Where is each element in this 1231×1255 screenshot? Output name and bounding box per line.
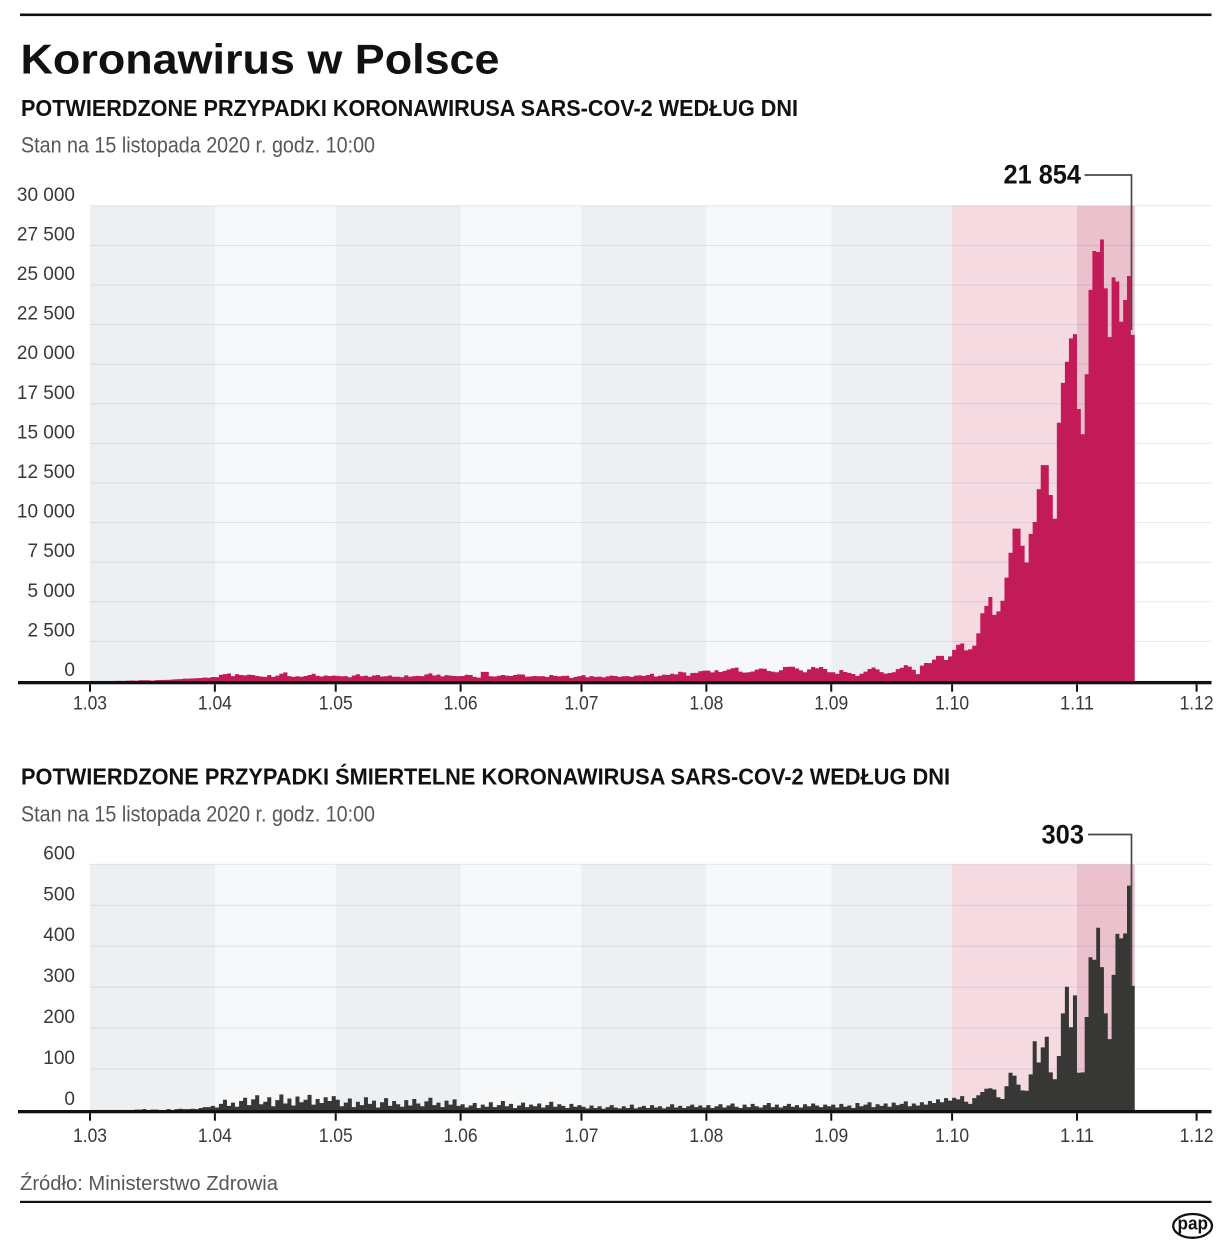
svg-text:30 000: 30 000 bbox=[17, 185, 75, 206]
svg-text:500: 500 bbox=[43, 884, 75, 905]
svg-text:303: 303 bbox=[1042, 820, 1085, 850]
svg-text:POTWIERDZONE PRZYPADKI ŚMIERTE: POTWIERDZONE PRZYPADKI ŚMIERTELNE KORONA… bbox=[21, 763, 950, 790]
svg-text:1.09: 1.09 bbox=[814, 694, 848, 715]
svg-text:Stan na 15 listopada 2020 r. g: Stan na 15 listopada 2020 r. godz. 10:00 bbox=[21, 802, 375, 827]
svg-text:2 500: 2 500 bbox=[27, 620, 75, 641]
svg-text:200: 200 bbox=[43, 1007, 75, 1028]
svg-text:1.07: 1.07 bbox=[564, 694, 598, 715]
svg-text:1.03: 1.03 bbox=[73, 1126, 107, 1147]
svg-text:1.03: 1.03 bbox=[73, 694, 107, 715]
svg-text:1.06: 1.06 bbox=[444, 694, 478, 715]
svg-text:Źródło: Ministerstwo Zdrowia: Źródło: Ministerstwo Zdrowia bbox=[20, 1172, 279, 1195]
svg-text:22 500: 22 500 bbox=[17, 304, 75, 325]
svg-text:Stan na 15 listopada 2020 r. g: Stan na 15 listopada 2020 r. godz. 10:00 bbox=[21, 133, 375, 158]
svg-text:7 500: 7 500 bbox=[27, 541, 75, 562]
svg-text:1.04: 1.04 bbox=[198, 694, 232, 715]
svg-text:25 000: 25 000 bbox=[17, 264, 75, 285]
svg-text:1.12: 1.12 bbox=[1180, 694, 1214, 715]
svg-text:1.09: 1.09 bbox=[814, 1126, 848, 1147]
svg-text:1.05: 1.05 bbox=[319, 694, 353, 715]
svg-text:1.11: 1.11 bbox=[1060, 1126, 1094, 1147]
svg-text:1.10: 1.10 bbox=[935, 694, 969, 715]
svg-text:20 000: 20 000 bbox=[17, 343, 75, 364]
svg-text:Koronawirus w Polsce: Koronawirus w Polsce bbox=[21, 36, 500, 83]
svg-text:1.06: 1.06 bbox=[444, 1126, 478, 1147]
svg-text:1.08: 1.08 bbox=[689, 694, 723, 715]
svg-text:300: 300 bbox=[43, 966, 75, 987]
svg-text:1.04: 1.04 bbox=[198, 1126, 232, 1147]
svg-text:10 000: 10 000 bbox=[17, 502, 75, 523]
svg-text:0: 0 bbox=[64, 660, 75, 681]
svg-text:1.10: 1.10 bbox=[935, 1126, 969, 1147]
svg-text:12 500: 12 500 bbox=[17, 462, 75, 483]
svg-text:1.12: 1.12 bbox=[1180, 1126, 1214, 1147]
svg-text:5 000: 5 000 bbox=[27, 581, 75, 602]
svg-text:1.05: 1.05 bbox=[319, 1126, 353, 1147]
svg-text:POTWIERDZONE PRZYPADKI KORONAW: POTWIERDZONE PRZYPADKI KORONAWIRUSA SARS… bbox=[21, 95, 798, 121]
svg-text:27 500: 27 500 bbox=[17, 224, 75, 245]
svg-text:15 000: 15 000 bbox=[17, 422, 75, 443]
svg-text:1.08: 1.08 bbox=[689, 1126, 723, 1147]
svg-text:17 500: 17 500 bbox=[17, 383, 75, 404]
svg-text:pap: pap bbox=[1178, 1214, 1209, 1234]
svg-text:0: 0 bbox=[64, 1089, 75, 1110]
svg-text:1.11: 1.11 bbox=[1060, 694, 1094, 715]
svg-text:21 854: 21 854 bbox=[1004, 160, 1082, 190]
svg-text:600: 600 bbox=[43, 843, 75, 864]
svg-text:100: 100 bbox=[43, 1048, 75, 1069]
svg-text:400: 400 bbox=[43, 925, 75, 946]
svg-text:1.07: 1.07 bbox=[564, 1126, 598, 1147]
